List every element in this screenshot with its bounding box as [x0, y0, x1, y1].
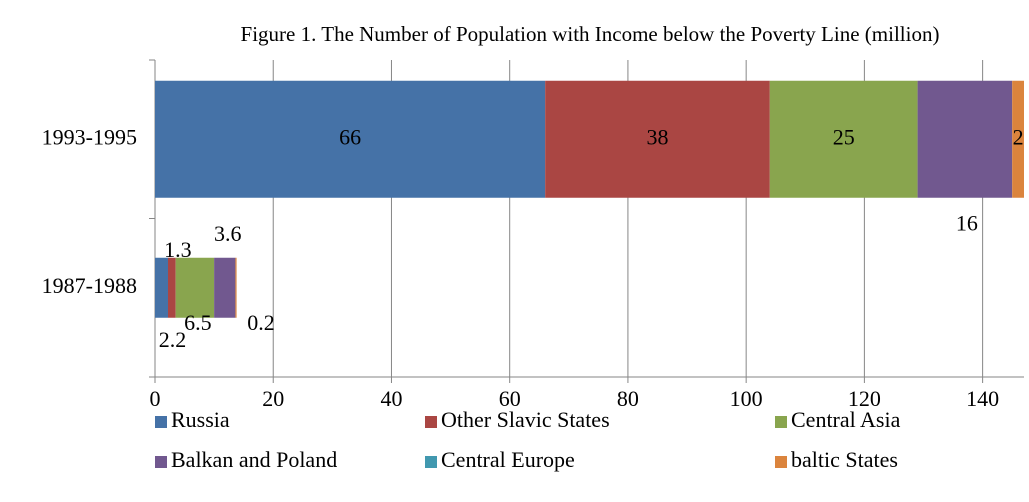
data-label: 38: [646, 124, 668, 149]
legend-swatch: [775, 416, 787, 428]
bar-segment: [769, 80, 918, 198]
legend-label: Central Asia: [791, 407, 901, 432]
bar-segment: [917, 80, 1013, 198]
bar-segment: [1012, 80, 1024, 198]
x-tick-label: 120: [848, 386, 881, 411]
legend-swatch: [155, 416, 167, 428]
x-tick-label: 60: [499, 386, 521, 411]
bar-segment: [168, 257, 176, 318]
data-label: 66: [339, 124, 361, 149]
legend-label: baltic States: [791, 447, 898, 472]
legend-label: Central Europe: [441, 447, 575, 472]
data-label: 16: [956, 210, 978, 235]
data-label: 3.6: [214, 221, 242, 246]
legend-swatch: [425, 456, 437, 468]
bar-segment: [155, 257, 169, 318]
y-tick-label: 1987-1988: [42, 273, 137, 298]
bar-segment: [545, 80, 770, 198]
bar-segment: [175, 257, 215, 318]
data-label: 25: [833, 124, 855, 149]
x-tick-label: 80: [617, 386, 639, 411]
chart-title: Figure 1. The Number of Population with …: [241, 22, 940, 46]
bar-segment: [235, 257, 237, 318]
x-tick-label: 40: [380, 386, 402, 411]
x-tick-label: 0: [150, 386, 161, 411]
x-tick-label: 20: [262, 386, 284, 411]
y-tick-label: 1993-1995: [42, 124, 137, 149]
data-label: 0.2: [247, 310, 275, 335]
data-label: 6.5: [184, 310, 212, 335]
legend-swatch: [425, 416, 437, 428]
legend-label: Balkan and Poland: [171, 447, 337, 472]
x-tick-label: 100: [730, 386, 763, 411]
x-tick-label: 140: [966, 386, 999, 411]
legend-swatch: [155, 456, 167, 468]
bar-segment: [155, 80, 546, 198]
legend-label: Russia: [171, 407, 230, 432]
bar-segment: [214, 257, 236, 318]
data-label: 1.3: [164, 237, 192, 262]
data-label: 2: [1013, 124, 1024, 149]
legend-swatch: [775, 456, 787, 468]
data-label: 2.2: [159, 327, 187, 352]
legend-label: Other Slavic States: [441, 407, 610, 432]
